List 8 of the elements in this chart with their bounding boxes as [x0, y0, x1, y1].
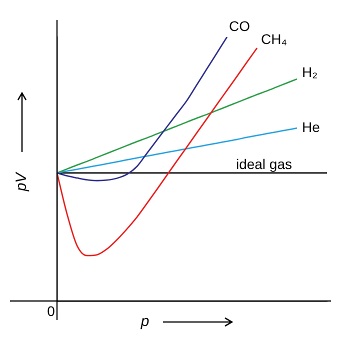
x-axis-title: p: [140, 313, 150, 330]
y-axis-title: pV: [13, 170, 30, 192]
series-label: He: [302, 118, 320, 135]
text: 0: [47, 302, 56, 319]
series-label: H₂: [302, 64, 318, 80]
series-label: ideal gas: [236, 156, 292, 172]
series-label: CH₄: [261, 30, 288, 47]
series-label: CO: [229, 18, 250, 34]
